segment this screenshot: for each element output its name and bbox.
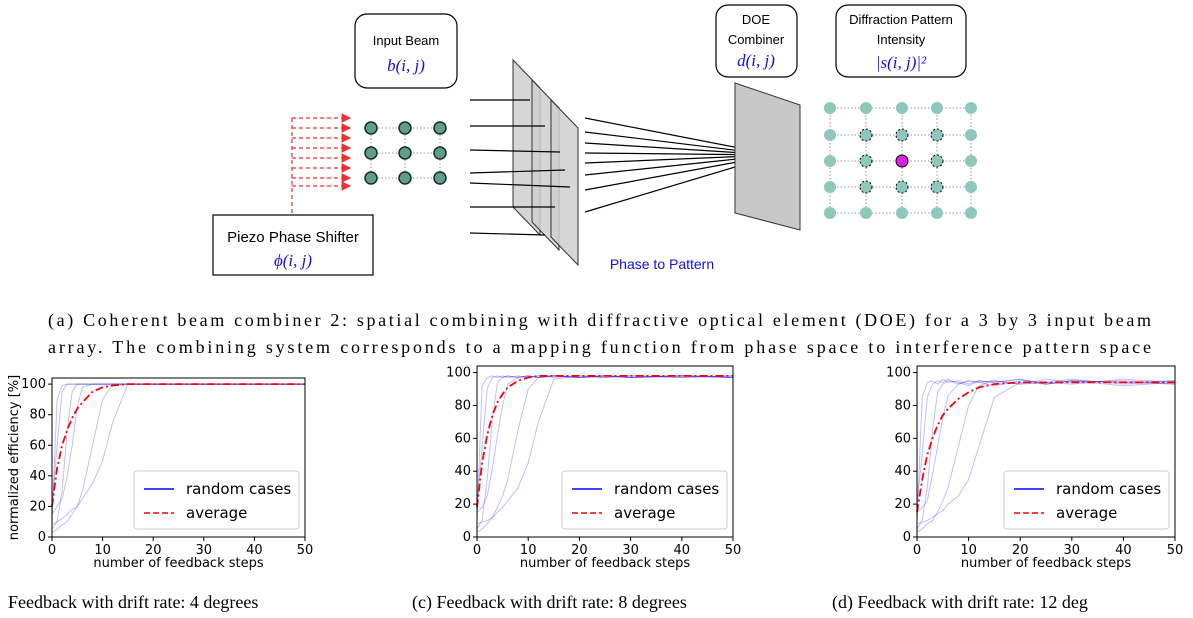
doe-label: Combiner: [728, 32, 785, 47]
pattern-dot: [860, 129, 872, 141]
pattern-dot: [965, 181, 977, 193]
x-tick-label: 50: [725, 543, 742, 558]
caption: Feedback with drift rate: 4 degrees: [8, 592, 258, 612]
legend-label: average: [186, 504, 247, 522]
pattern-dot: [896, 129, 908, 141]
pattern-dot: [965, 102, 977, 114]
pattern-dot: [931, 207, 943, 219]
pattern-dot: [860, 155, 872, 167]
y-tick-label: 40: [894, 464, 911, 479]
pattern-dot: [824, 102, 836, 114]
y-tick-label: 0: [903, 530, 911, 545]
x-axis-label: number of feedback steps: [93, 556, 264, 571]
caption: (a) Coherent beam combiner 2: spatial co…: [48, 310, 1151, 331]
legend-label: random cases: [1056, 480, 1161, 498]
y-tick-label: 60: [894, 431, 911, 446]
pattern-label: Intensity: [877, 32, 926, 47]
pattern-dot: [860, 102, 872, 114]
pattern-dot: [860, 181, 872, 193]
pattern-dot: [896, 207, 908, 219]
x-tick-label: 0: [913, 543, 921, 558]
y-tick-label: 20: [894, 497, 911, 512]
x-axis-label: number of feedback steps: [520, 556, 691, 571]
pattern-dot: [965, 207, 977, 219]
y-tick-label: 40: [454, 464, 471, 479]
pattern-dot: [896, 102, 908, 114]
input-grid: [365, 122, 446, 184]
pattern-dot: [965, 129, 977, 141]
figure: Input Beam b(i, j) Piezo Phase Shifter ϕ…: [0, 0, 1193, 618]
doe-formula: d(i, j): [737, 51, 775, 70]
phase-arrows: [292, 118, 350, 215]
pattern-dot: [824, 155, 836, 167]
pattern-dot: [965, 155, 977, 167]
x-tick-label: 0: [473, 543, 481, 558]
x-tick-label: 50: [1167, 543, 1184, 558]
y-tick-label: 100: [886, 366, 911, 381]
pattern-dot: [931, 129, 943, 141]
pattern-dot: [931, 102, 943, 114]
pattern-dot: [860, 207, 872, 219]
pattern-label: Diffraction Pattern: [849, 12, 953, 27]
x-tick-label: 0: [48, 543, 56, 558]
legend-label: random cases: [614, 480, 719, 498]
x-axis-label: number of feedback steps: [961, 556, 1132, 571]
y-tick-label: 40: [29, 469, 46, 484]
pattern-formula: |s(i, j)|²: [876, 53, 927, 72]
caption: array. The combining system corresponds …: [48, 337, 1151, 357]
doe-panel: [735, 83, 800, 230]
input-beam-label: Input Beam: [373, 33, 440, 48]
piezo-label: Piezo Phase Shifter: [227, 229, 359, 246]
pattern-dot: [931, 155, 943, 167]
y-tick-label: 0: [38, 530, 46, 545]
y-tick-label: 80: [29, 408, 46, 423]
legend-label: average: [1056, 504, 1117, 522]
y-tick-label: 100: [21, 377, 46, 392]
page: {"diagram": { "input_beam": {"label": "I…: [0, 0, 1193, 618]
pattern-dot: [896, 155, 908, 167]
pattern-dot: [896, 181, 908, 193]
y-axis-label: normalized efficiency [%]: [7, 375, 22, 540]
legend-label: random cases: [186, 480, 291, 498]
y-tick-label: 20: [29, 499, 46, 514]
legend-label: average: [614, 504, 675, 522]
caption: (d) Feedback with drift rate: 12 deg: [832, 592, 1088, 613]
pattern-dot: [824, 129, 836, 141]
x-tick-label: 50: [297, 543, 314, 558]
y-tick-label: 100: [446, 366, 471, 381]
y-tick-label: 60: [454, 431, 471, 446]
y-tick-label: 60: [29, 438, 46, 453]
piezo-formula: ϕ(i, j): [274, 251, 312, 270]
input-beam-box: [355, 14, 457, 88]
y-tick-label: 20: [454, 497, 471, 512]
arrow-label: Phase to Pattern: [610, 256, 714, 272]
pattern-dot: [824, 181, 836, 193]
y-tick-label: 80: [454, 398, 471, 413]
caption: (c) Feedback with drift rate: 8 degrees: [412, 592, 687, 613]
y-tick-label: 80: [894, 398, 911, 413]
y-tick-label: 0: [463, 530, 471, 545]
input-beam-formula: b(i, j): [387, 56, 425, 75]
pattern-grid: [824, 102, 977, 219]
pattern-dot: [824, 207, 836, 219]
doe-label: DOE: [742, 12, 771, 27]
pattern-dot: [931, 181, 943, 193]
